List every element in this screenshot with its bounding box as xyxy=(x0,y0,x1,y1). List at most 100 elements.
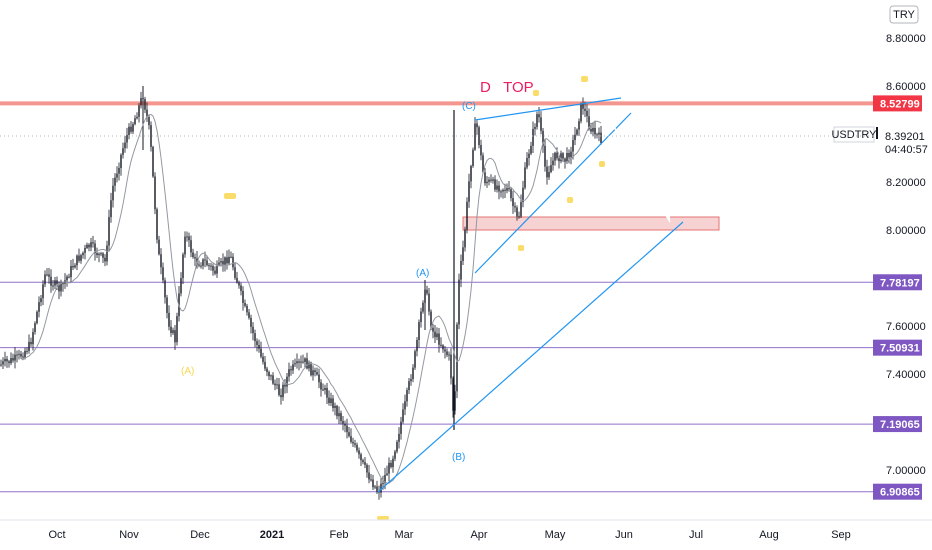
candle-body xyxy=(310,362,312,376)
price-level-tag[interactable]: 7.50931 xyxy=(873,339,922,356)
candle-body xyxy=(104,257,106,262)
candle-body xyxy=(528,153,530,158)
candle-body xyxy=(202,259,204,266)
candle-body xyxy=(512,198,514,207)
candle-body xyxy=(510,189,512,199)
time-tick-label: May xyxy=(545,529,566,541)
candle-body xyxy=(98,253,100,256)
candle-body xyxy=(566,152,568,162)
candle-body xyxy=(470,165,472,182)
candle-body xyxy=(270,375,272,377)
candle-body xyxy=(338,413,340,417)
countdown: 04:40:57 xyxy=(885,144,928,156)
time-tick-label: Oct xyxy=(48,529,65,541)
candle-body xyxy=(144,99,146,110)
candle-body xyxy=(0,364,2,366)
candle-body xyxy=(226,257,228,264)
projection-arrow xyxy=(601,118,671,223)
candle-body xyxy=(148,117,150,126)
candle-body xyxy=(10,358,12,364)
candlestick-series xyxy=(0,86,602,500)
candle-body xyxy=(592,127,594,132)
candle-body xyxy=(456,324,458,392)
candle-body xyxy=(560,153,562,162)
candle-body xyxy=(192,252,194,258)
candle-body xyxy=(124,142,126,149)
candle-body xyxy=(216,264,218,274)
price-level-tag[interactable]: 7.78197 xyxy=(873,274,922,291)
time-axis[interactable]: Oct Nov Dec 2021 Feb Mar Apr May Jun Jul Aug Sep xyxy=(0,519,932,550)
candle-body xyxy=(368,472,370,480)
candle-body xyxy=(66,276,68,281)
candle-body xyxy=(86,244,88,248)
candle-body xyxy=(410,379,412,382)
candle-body xyxy=(322,389,324,391)
candle-body xyxy=(236,277,238,283)
price-level-tag[interactable]: 7.19065 xyxy=(873,416,922,433)
candle-body xyxy=(380,483,382,493)
candle-body xyxy=(434,331,436,338)
time-tick-label: Mar xyxy=(395,529,414,541)
candle-body xyxy=(514,206,516,208)
price-level-tag[interactable]: 6.90865 xyxy=(873,483,922,500)
candle-body xyxy=(506,188,508,191)
main-uptrend-line[interactable] xyxy=(377,221,684,493)
candle-body xyxy=(118,167,120,174)
candle-body xyxy=(372,479,374,488)
candle-body xyxy=(518,216,520,218)
price-level-tag-text: 7.50931 xyxy=(880,343,920,355)
candle-body xyxy=(532,128,534,146)
candle-body xyxy=(90,242,92,248)
candle-body xyxy=(366,464,368,473)
candle-body xyxy=(128,126,130,136)
plot-area[interactable] xyxy=(0,0,873,520)
candle-body xyxy=(40,298,42,303)
wedge-upper-line[interactable] xyxy=(474,97,622,121)
candle-body xyxy=(600,132,602,144)
candle-body xyxy=(400,421,402,434)
candle-body xyxy=(572,140,574,152)
candle-body xyxy=(62,283,64,285)
candle-body xyxy=(106,245,108,262)
candle-body xyxy=(206,260,208,266)
candle-body xyxy=(422,302,424,312)
candle-body xyxy=(84,247,86,253)
price-level-tag[interactable]: 8.52799 xyxy=(873,95,922,112)
candle-body xyxy=(70,266,72,278)
candle-body xyxy=(336,405,338,417)
time-tick-label: Dec xyxy=(190,529,210,541)
candle-body xyxy=(458,279,460,325)
candle-body xyxy=(154,176,156,210)
candle-body xyxy=(256,341,258,345)
candle-body xyxy=(378,491,380,493)
candle-body xyxy=(394,451,396,459)
price-axis[interactable]: 8.80000 8.60000 8.20000 8.00000 7.60000 7.400… xyxy=(873,0,932,520)
currency-badge[interactable] xyxy=(889,5,919,24)
candle-body xyxy=(214,270,216,274)
candle-body xyxy=(350,436,352,442)
candle-body xyxy=(172,330,174,334)
time-tick-label: Nov xyxy=(119,529,139,541)
candle-body xyxy=(170,326,172,334)
wedge-lower-line[interactable] xyxy=(474,112,632,274)
time-tick-label: Jun xyxy=(615,529,633,541)
candle-body xyxy=(116,173,118,178)
price-tick-label: 8.80000 xyxy=(886,33,926,45)
currency-badge-text: TRY xyxy=(893,9,915,21)
moving-average-line xyxy=(20,113,602,484)
candle-body xyxy=(122,148,124,155)
candle-body xyxy=(454,391,456,411)
candle-body xyxy=(538,114,540,118)
candle-body xyxy=(306,358,308,369)
candle-body xyxy=(194,257,196,259)
candle-body xyxy=(544,145,546,167)
symbol-label: USDTRY xyxy=(831,129,877,141)
candle-body xyxy=(482,155,484,173)
time-tick-label: Feb xyxy=(330,529,349,541)
candle-body xyxy=(160,254,162,268)
candle-body xyxy=(438,333,440,345)
candle-body xyxy=(268,372,270,377)
candle-body xyxy=(120,154,122,168)
candle-body xyxy=(466,201,468,230)
